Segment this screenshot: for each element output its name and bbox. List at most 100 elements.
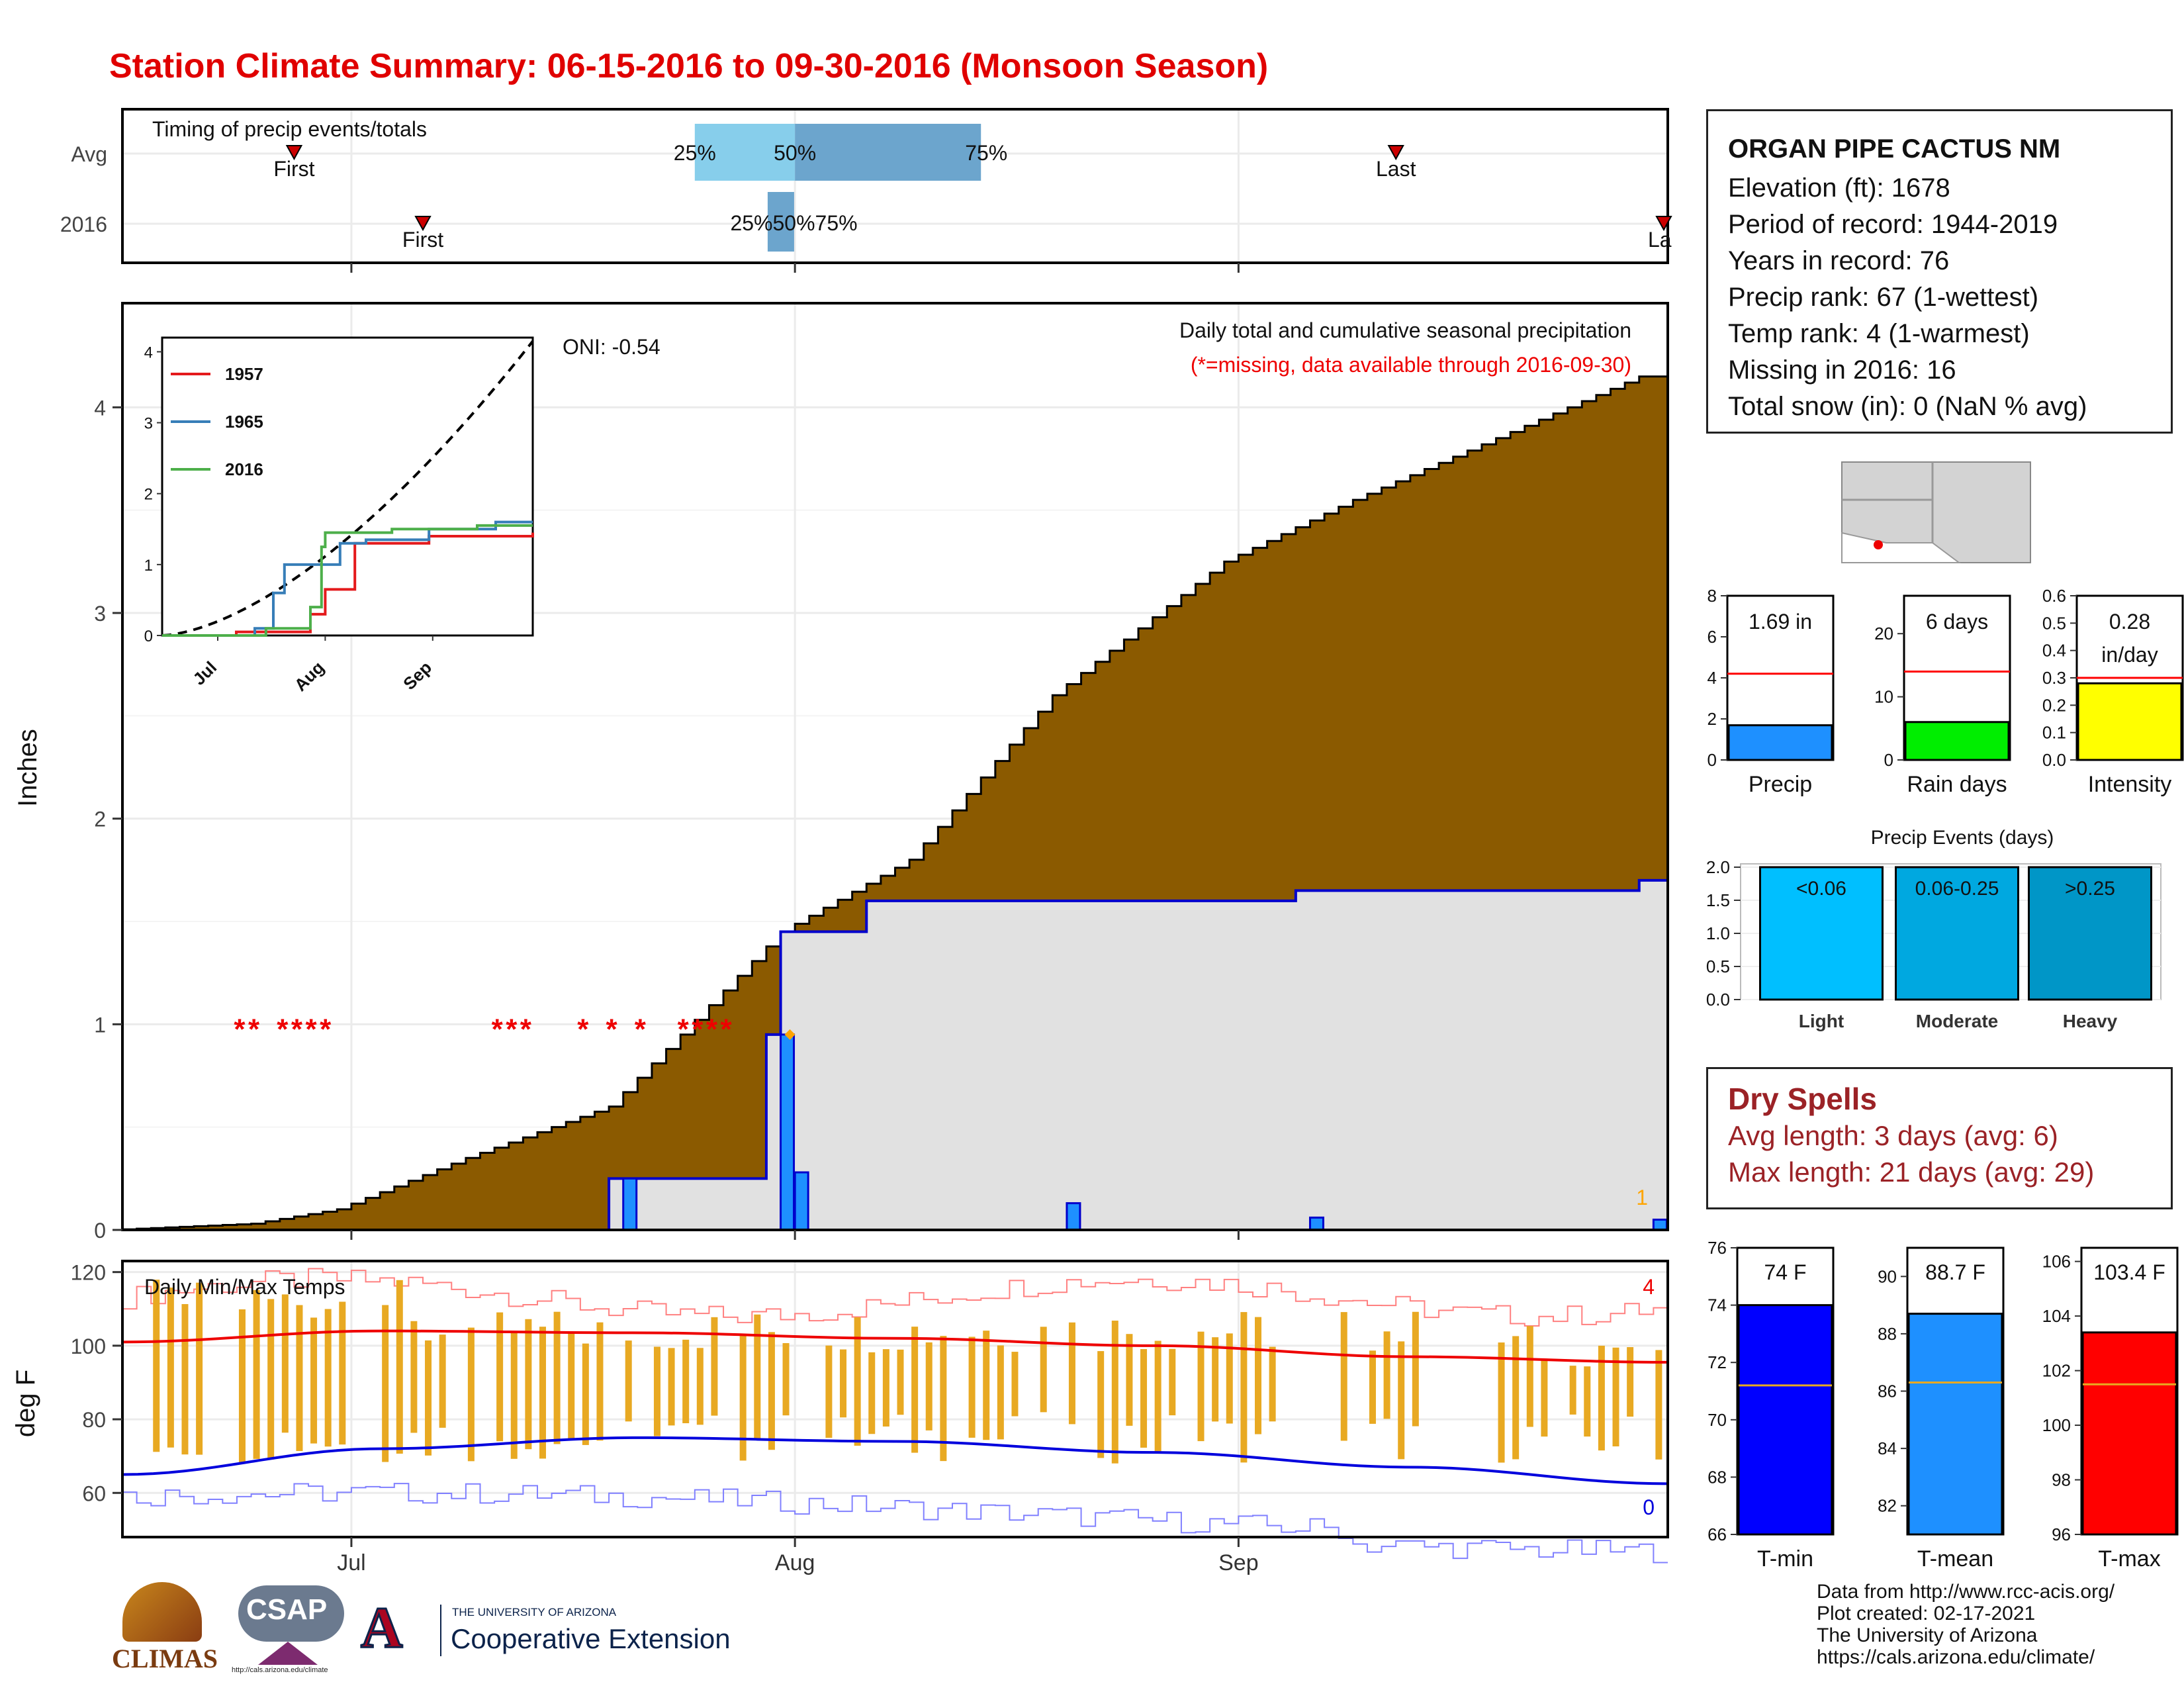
daily-temp-range-bar: [1011, 1352, 1019, 1417]
mini-bar-value-label: 6 days: [1926, 610, 1988, 633]
timing-2016-first-marker: [414, 216, 432, 232]
daily-temp-range-bar: [1412, 1311, 1419, 1427]
mini-bar-tick-label: 0.4: [2042, 641, 2066, 661]
timing-avg-q25-label: 25%: [674, 141, 716, 165]
temp-bar-tick-label: 100: [2042, 1415, 2071, 1435]
missing-day-marker: *: [678, 1013, 690, 1045]
climas-logo-mark: [122, 1582, 202, 1642]
footer-line: https://cals.arizona.edu/climate/: [1817, 1646, 2095, 1668]
daily-temp-range-bar: [854, 1317, 861, 1446]
mini-bar-tick-label: 2: [1707, 709, 1717, 729]
daily-temp-range-bar: [1398, 1341, 1405, 1460]
missing-day-marker: *: [706, 1013, 718, 1045]
timing-avg-q25-q50-bar: [694, 124, 796, 181]
precip-events-bar: [1895, 866, 2019, 1001]
csap-logo: CSAP http://cals.arizona.edu/climate: [232, 1585, 351, 1678]
daily-temp-range-bar: [897, 1349, 904, 1415]
mini-bar-tick-label: 6: [1707, 627, 1717, 647]
mini-bar-value-label: 1.69 in: [1749, 610, 1812, 633]
daily-temp-range-bar: [439, 1335, 446, 1428]
main-y-tick-label: 2: [94, 808, 106, 831]
daily-precip-bar: [622, 1177, 638, 1231]
daily-temp-range-bar: [596, 1322, 604, 1441]
inset-line-2016: [162, 524, 533, 637]
daily-temp-range-bar: [911, 1327, 919, 1453]
temp-y-tick-label: 60: [82, 1481, 106, 1505]
precip-events-tick-label: 2.0: [1706, 857, 1730, 877]
temp-bar-tick-label: 82: [1878, 1496, 1897, 1516]
timing-avg-last-marker: [1387, 145, 1404, 161]
daily-temp-range-bar: [181, 1304, 189, 1455]
climas-logo: CLIMAS: [109, 1582, 218, 1675]
temp-y-axis-label: deg F: [11, 1370, 40, 1437]
daily-temp-range-bar: [1097, 1351, 1105, 1458]
inset-legend-label: 1965: [225, 412, 263, 432]
daily-temp-range-bar: [882, 1349, 889, 1427]
daily-temp-range-bar: [339, 1301, 346, 1445]
ua-small-text: THE UNIVERSITY OF ARIZONA: [452, 1606, 617, 1618]
missing-day-marker: *: [277, 1013, 289, 1045]
missing-day-marker: *: [606, 1013, 618, 1045]
missing-note: (*=missing, data available through 2016-…: [1191, 353, 1631, 377]
inset-y-tick-label: 2: [144, 486, 153, 504]
daily-temp-range-bar: [696, 1348, 704, 1425]
daily-temp-range-bar: [968, 1336, 976, 1438]
daily-temp-range-bar: [1255, 1317, 1262, 1434]
mini-bar-tick-label: 0.6: [2042, 586, 2066, 606]
mini-bar-tick-label: 0.2: [2042, 695, 2066, 715]
missing-day-marker: *: [492, 1013, 504, 1045]
csap-cloud: [238, 1585, 344, 1642]
missing-day-marker: *: [306, 1013, 318, 1045]
mini-bar-tick-label: 0.3: [2042, 668, 2066, 688]
station-line: Precip rank: 67 (1-wettest): [1728, 283, 2039, 312]
station-line: Missing in 2016: 16: [1728, 355, 1956, 385]
page-title: Station Climate Summary: 06-15-2016 to 0…: [109, 47, 1269, 85]
daily-temp-range-bar: [754, 1314, 761, 1438]
daily-temp-range-bar: [167, 1288, 174, 1448]
precip-events-bar-label: >0.25: [2065, 878, 2115, 900]
mini-bar-value: [1727, 724, 1833, 761]
station-location-marker: [1874, 540, 1883, 549]
temp-bar-value-label: 103.4 F: [2093, 1260, 2165, 1284]
daily-temp-range-bar: [1197, 1331, 1205, 1442]
temp-y-tick-label: 120: [71, 1261, 106, 1285]
dry-spells-max: Max length: 21 days (avg: 29): [1728, 1156, 2095, 1188]
climas-logo-text: CLIMAS: [112, 1644, 218, 1673]
daily-precip-bar: [1308, 1216, 1324, 1231]
daily-temp-range-bar: [1068, 1322, 1075, 1425]
daily-temp-range-bar: [1498, 1342, 1505, 1463]
ua-logo: A THE UNIVERSITY OF ARIZONA Cooperative …: [360, 1598, 738, 1668]
inset-legend-label: 1957: [225, 364, 263, 384]
csap-url: http://cals.arizona.edu/climate: [232, 1666, 328, 1674]
missing-day-marker: *: [635, 1013, 647, 1045]
station-line: Elevation (ft): 1678: [1728, 173, 1950, 203]
temp-bar-tick-label: 102: [2042, 1361, 2071, 1381]
daily-temp-range-bar: [253, 1289, 260, 1459]
station-line: Temp rank: 4 (1-warmest): [1728, 319, 2030, 348]
daily-temp-range-bar: [196, 1282, 203, 1455]
daily-temp-range-bar: [153, 1280, 160, 1452]
ua-big-text: Cooperative Extension: [451, 1623, 731, 1654]
main-y-tick-label: 3: [94, 602, 106, 626]
temp-panel-label: Daily Min/Max Temps: [144, 1275, 345, 1299]
daily-temp-range-bar: [840, 1349, 847, 1418]
mini-bar-tick-label: 10: [1874, 687, 1893, 707]
main-y-tick-label: 4: [94, 396, 106, 420]
inset-y-tick-label: 1: [144, 557, 153, 575]
daily-temp-range-bar: [496, 1312, 504, 1442]
inset-legend-label: 2016: [225, 459, 263, 479]
missing-day-marker: *: [248, 1013, 260, 1045]
temp-panel-bg: [122, 1261, 1668, 1537]
inset-y-tick-label: 0: [144, 628, 153, 645]
daily-temp-range-bar: [267, 1299, 275, 1460]
daily-temp-range-bar: [281, 1294, 289, 1433]
daily-temp-range-bar: [324, 1309, 332, 1447]
inset-avg-line: [161, 340, 534, 637]
missing-day-marker: *: [320, 1013, 332, 1045]
avg-min-temp-line: [122, 1436, 1668, 1485]
daily-temp-range-bar: [1212, 1337, 1219, 1422]
main-y-tick-label: 1: [94, 1013, 106, 1037]
daily-precip-bar: [1066, 1202, 1081, 1231]
daily-temp-range-bar: [983, 1331, 990, 1440]
daily-temp-range-bar: [539, 1327, 546, 1459]
